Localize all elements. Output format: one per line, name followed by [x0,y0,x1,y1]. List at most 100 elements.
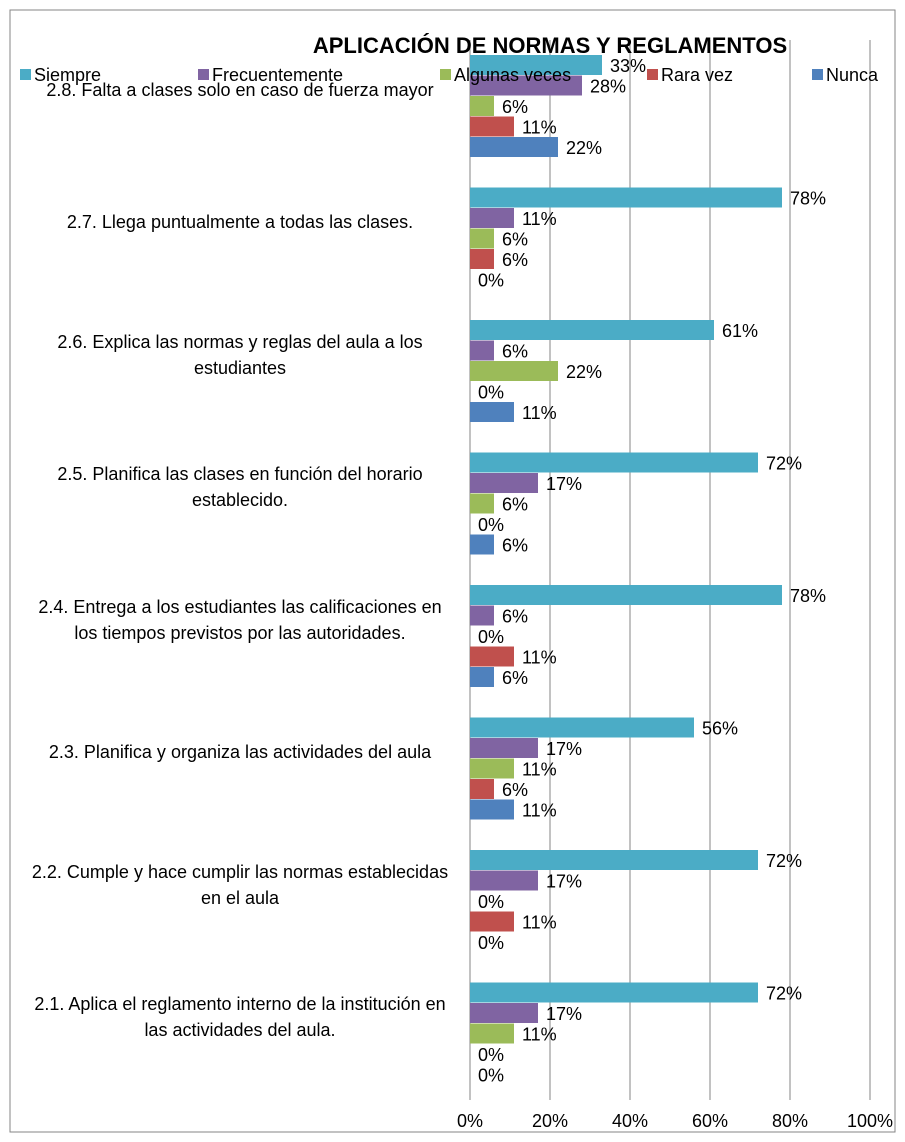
bar [470,187,782,208]
x-tick-label: 0% [457,1111,483,1131]
bar [470,96,494,116]
bar [470,137,558,157]
bar [470,646,514,667]
bar [470,911,514,932]
legend-label: Rara vez [661,65,733,85]
bar [470,361,558,381]
value-label: 78% [790,586,826,606]
bar [470,870,538,891]
value-label: 6% [502,97,528,117]
value-label: 6% [502,606,528,626]
category-label: 2.7. Llega puntualmente a todas las clas… [66,212,414,233]
bar [470,452,758,473]
value-label: 78% [790,188,826,208]
value-label: 11% [522,912,557,932]
legend-label: Nunca [826,65,879,85]
bar [470,228,494,249]
value-label: 0% [478,270,504,290]
value-label: 0% [478,892,504,912]
category-label: 2.4. Entrega a los estudiantes las calif… [38,596,442,643]
value-label: 72% [766,453,802,473]
x-tick-label: 80% [772,1111,808,1131]
value-label: 11% [522,1024,557,1044]
legend-label: Frecuentemente [212,65,343,85]
value-label: 6% [502,780,528,800]
bar [470,493,494,514]
value-label: 6% [502,494,528,514]
value-label: 11% [522,403,557,423]
value-label: 17% [546,1004,582,1024]
bar [470,208,514,228]
value-label: 22% [566,362,602,382]
value-label: 0% [478,1065,504,1085]
legend-swatch [440,69,451,80]
x-tick-label: 100% [847,1111,893,1131]
value-label: 0% [478,515,504,535]
value-label: 11% [522,800,557,820]
value-label: 72% [766,851,802,871]
value-label: 0% [478,627,504,647]
bar [470,534,494,555]
bar [470,982,758,1003]
bar [470,55,602,75]
value-label: 22% [566,138,602,158]
bar [470,758,514,779]
bar [470,473,538,493]
value-label: 6% [502,535,528,555]
bar [470,585,782,605]
bar [470,75,582,96]
value-label: 11% [522,759,557,779]
value-label: 17% [546,871,582,891]
value-label: 72% [766,983,802,1003]
value-label: 17% [546,739,582,759]
value-label: 11% [522,117,557,137]
bar [470,738,538,758]
category-label: 2.6. Explica las normas y reglas del aul… [57,331,423,378]
bar [470,402,514,422]
value-label: 0% [478,933,504,953]
category-label: 2.2. Cumple y hace cumplir las normas es… [31,861,449,908]
value-label: 33% [610,56,646,76]
value-label: 6% [502,341,528,361]
value-label: 28% [590,76,626,96]
chart-border [9,9,896,1133]
category-label: 2.5. Planifica las clases en función del… [57,464,423,511]
bar [470,779,494,799]
value-label: 11% [522,209,557,229]
bar [470,340,494,361]
legend-swatch [20,69,31,80]
x-tick-label: 20% [532,1111,568,1131]
legend-label: Algunas veces [454,65,571,85]
bar [470,799,514,820]
legend-swatch [198,69,209,80]
x-tick-label: 40% [612,1111,648,1131]
bar [470,116,514,137]
bar [470,667,494,687]
legend-swatch [812,69,823,80]
value-label: 0% [478,382,504,402]
legend-swatch [647,69,658,80]
value-label: 61% [722,321,758,341]
value-label: 56% [702,718,738,738]
value-label: 11% [522,647,557,667]
bar [470,249,494,269]
value-label: 6% [502,229,528,249]
legend-label: Siempre [34,65,101,85]
value-label: 6% [502,668,528,688]
value-label: 0% [478,1045,504,1065]
category-label: 2.3. Planifica y organiza las actividade… [48,742,432,763]
x-tick-label: 60% [692,1111,728,1131]
category-label: 2.8. Falta a clases solo en caso de fuer… [46,79,434,100]
bar [470,605,494,626]
value-label: 17% [546,474,582,494]
bar [470,717,694,738]
chart-title: APLICACIÓN DE NORMAS Y REGLAMENTOS [313,33,787,58]
bar [470,1003,538,1023]
value-label: 6% [502,250,528,270]
bar [470,1023,514,1044]
bar [470,320,714,340]
bar [470,850,758,870]
category-label: 2.1. Aplica el reglamento interno de la … [34,994,446,1041]
